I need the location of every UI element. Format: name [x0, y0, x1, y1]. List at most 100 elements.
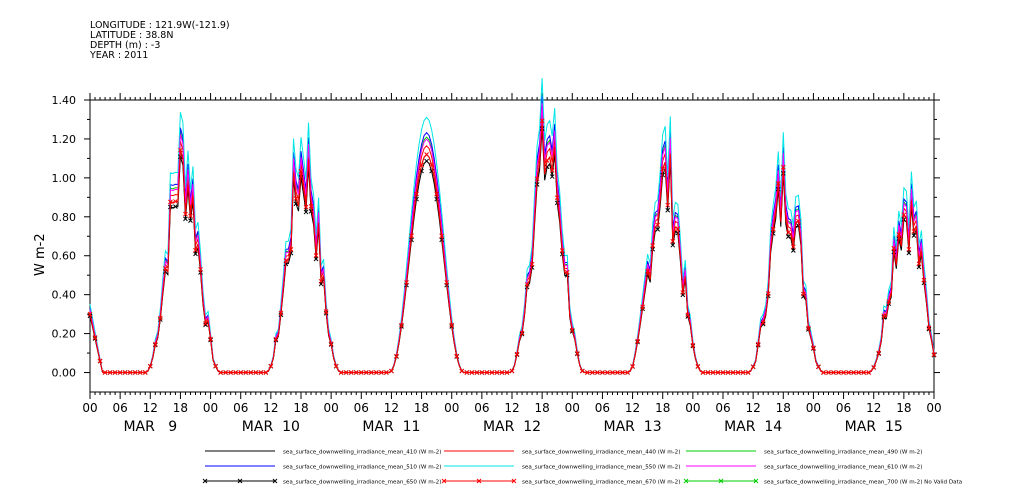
- series-marker-7: [544, 158, 550, 163]
- x-tick-label: 00: [82, 401, 97, 415]
- series-line-5: [89, 103, 935, 373]
- series-marker-7: [610, 370, 615, 375]
- series-marker-7: [107, 370, 113, 375]
- series-line-7: [89, 120, 935, 373]
- series-marker-7: [821, 370, 826, 375]
- series-marker-7: [484, 370, 490, 375]
- legend-label: sea_surface_downwelling_irradiance_mean_…: [283, 480, 441, 486]
- series-marker-7: [785, 230, 791, 235]
- series-marker-6: [203, 322, 208, 328]
- series-marker-7: [188, 213, 193, 219]
- series-marker-7: [595, 370, 600, 375]
- series-marker-6: [655, 226, 661, 232]
- series-marker-7: [97, 358, 103, 364]
- series-marker-7: [514, 351, 520, 357]
- series-marker-7: [208, 336, 213, 342]
- series-marker-7: [665, 202, 671, 208]
- series-marker-7: [363, 370, 369, 375]
- series-marker-7: [137, 370, 143, 375]
- x-day-label: MAR 14: [724, 419, 782, 435]
- series-marker-7: [308, 203, 314, 209]
- series-marker-7: [318, 278, 324, 284]
- series-marker-7: [434, 191, 439, 197]
- series-marker-7: [851, 370, 856, 375]
- series-marker-7: [871, 364, 877, 370]
- y-tick-label: 0.00: [52, 367, 77, 380]
- series-marker-7: [293, 196, 299, 201]
- series-marker-7: [384, 370, 389, 375]
- series-marker-7: [424, 152, 429, 157]
- series-marker-7: [263, 370, 269, 375]
- series-marker-7: [720, 370, 726, 375]
- series-marker-7: [630, 364, 635, 369]
- legend-label: sea_surface_downwelling_irradiance_mean_…: [522, 450, 680, 456]
- series-marker-7: [796, 218, 801, 224]
- series-marker-6: [188, 218, 193, 223]
- series-marker-7: [705, 370, 711, 375]
- series-marker-7: [238, 370, 244, 375]
- x-tick-label: 06: [113, 401, 128, 415]
- series-marker-7: [685, 312, 691, 318]
- series-marker-6: [173, 204, 178, 209]
- series-line-1: [89, 110, 935, 373]
- series-marker-7: [374, 370, 379, 375]
- series-marker-7: [223, 370, 228, 375]
- series-marker-7: [640, 304, 645, 310]
- series-marker-7: [765, 291, 771, 297]
- series-marker-7: [333, 363, 339, 369]
- series-marker-7: [891, 245, 897, 251]
- series-marker-7: [881, 313, 887, 319]
- series-marker-7: [675, 226, 681, 232]
- series-marker-7: [896, 232, 902, 237]
- x-day-label: MAR 11: [362, 419, 420, 435]
- series-marker-7: [700, 370, 706, 375]
- series-marker-7: [645, 268, 650, 274]
- series-marker-7: [127, 370, 133, 375]
- y-tick-label: 1.00: [52, 172, 77, 185]
- series-marker-7: [801, 291, 806, 297]
- series-marker-7: [816, 364, 821, 370]
- series-marker-7: [635, 338, 640, 344]
- series-marker-7: [901, 212, 907, 218]
- series-marker-7: [585, 370, 590, 375]
- series-marker-7: [921, 277, 927, 283]
- series-marker-7: [218, 370, 223, 375]
- x-tick-label: 06: [836, 401, 851, 415]
- series-marker-7: [233, 370, 239, 375]
- series-marker-7: [695, 364, 701, 369]
- series-marker-7: [414, 191, 419, 197]
- series-marker-7: [147, 363, 153, 369]
- series-marker-7: [549, 168, 555, 173]
- series-line-0: [89, 120, 935, 373]
- series-marker-6: [424, 158, 429, 164]
- series-marker-7: [620, 370, 625, 375]
- series-marker-7: [564, 269, 570, 275]
- series-marker-6: [670, 242, 676, 248]
- series-marker-7: [790, 244, 796, 250]
- x-tick-label: 12: [866, 401, 881, 415]
- series-marker-7: [715, 370, 721, 375]
- series-marker-7: [343, 370, 349, 375]
- series-marker-7: [730, 370, 736, 375]
- series-marker-7: [439, 233, 445, 239]
- series-marker-7: [338, 370, 344, 375]
- series-marker-7: [348, 370, 354, 375]
- series-marker-7: [625, 370, 630, 375]
- series-marker-7: [504, 370, 510, 375]
- plot-frame: [89, 99, 935, 393]
- x-tick-label: 00: [324, 401, 339, 415]
- legend-marker: [237, 478, 243, 484]
- series-marker-7: [178, 147, 183, 153]
- series-marker-7: [198, 267, 203, 272]
- y-tick-label: 1.20: [52, 133, 77, 146]
- series-marker-7: [735, 370, 741, 375]
- series-marker-7: [298, 169, 304, 174]
- series-marker-7: [831, 370, 836, 375]
- x-day-label: MAR 9: [123, 419, 177, 435]
- legend-marker: [683, 478, 689, 484]
- x-tick-label: 18: [293, 401, 308, 415]
- series-marker-7: [157, 315, 163, 321]
- series-marker-7: [876, 350, 882, 356]
- series-marker-7: [213, 363, 218, 369]
